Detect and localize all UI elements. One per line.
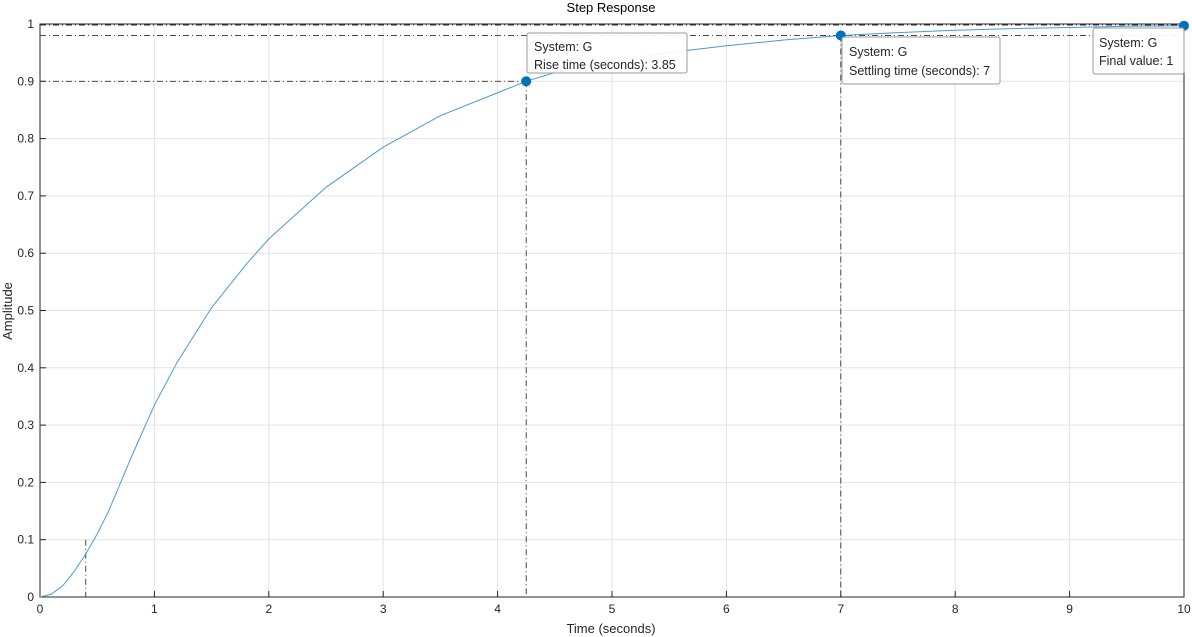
- y-tick-label: 0.9: [17, 74, 34, 88]
- datatip-final-value-label: Final value: 1: [1099, 54, 1173, 68]
- y-axis-ticks: 0 0.1 0.2 0.3 0.4 0.5 0.6 0.7 0.8 0.9 1: [17, 17, 46, 604]
- y-tick-label: 0.2: [17, 475, 34, 489]
- y-tick-label: 0.7: [17, 189, 34, 203]
- y-axis-label: Amplitude: [0, 282, 15, 340]
- x-tick-label: 0: [37, 602, 44, 616]
- step-response-curve: [39, 25, 1185, 598]
- x-tick-label: 9: [1066, 602, 1073, 616]
- datatip-system-label: System: G: [849, 45, 907, 59]
- datatip-settling-time-label: Settling time (seconds): 7: [849, 64, 990, 78]
- datatip-box: [1092, 27, 1185, 75]
- datatip-final-value[interactable]: System: G Final value: 1: [1092, 27, 1185, 75]
- y-tick-label: 0.6: [17, 246, 34, 260]
- datatip-settling-time[interactable]: System: G Settling time (seconds): 7: [841, 36, 1001, 85]
- datatip-marker[interactable]: [521, 76, 532, 87]
- grid-lines: [39, 23, 1185, 598]
- x-tick-label: 8: [952, 602, 959, 616]
- y-tick-label: 0.4: [17, 361, 34, 375]
- y-tick-label: 0.3: [17, 418, 34, 432]
- x-tick-label: 3: [380, 602, 387, 616]
- y-tick-label: 0.1: [17, 533, 34, 547]
- datatip-box: [526, 32, 688, 74]
- datatip-system-label: System: G: [534, 40, 592, 54]
- x-tick-label: 1: [151, 602, 158, 616]
- x-tick-label: 6: [723, 602, 730, 616]
- y-tick-label: 0.5: [17, 304, 34, 318]
- x-tick-label: 5: [609, 602, 616, 616]
- datatip-rise-time-label: Rise time (seconds): 3.85: [534, 58, 676, 72]
- y-tick-label: 0.8: [17, 132, 34, 146]
- chart-title: Step Response: [567, 0, 656, 15]
- y-tick-label: 0: [27, 590, 34, 604]
- y-tick-label: 1: [27, 17, 34, 31]
- datatip-box: [841, 36, 1001, 85]
- x-tick-label: 2: [265, 602, 272, 616]
- x-axis-ticks: 0 1 2 3 4 5 6 7 8 9 10: [37, 591, 1191, 616]
- datatip-rise-time[interactable]: System: G Rise time (seconds): 3.85: [526, 32, 688, 74]
- x-tick-label: 7: [837, 602, 844, 616]
- x-tick-label: 10: [1177, 602, 1191, 616]
- datatip-system-label: System: G: [1099, 36, 1157, 50]
- x-tick-label: 4: [494, 602, 501, 616]
- x-axis-label: Time (seconds): [566, 621, 655, 636]
